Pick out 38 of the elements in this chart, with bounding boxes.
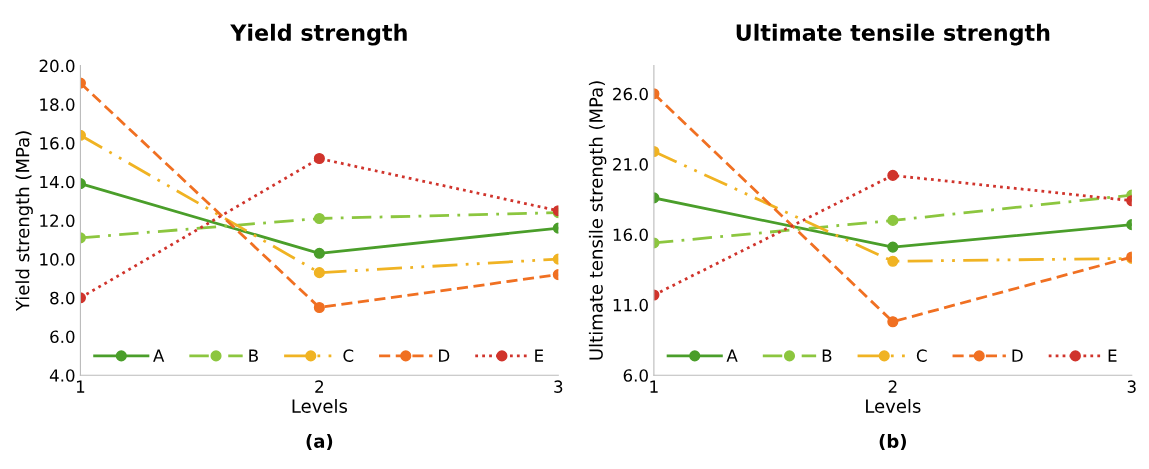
x-tick-label: 1 <box>650 380 658 393</box>
x-tick-label: 2 <box>315 380 323 393</box>
y-tick-label: 18.0 <box>40 98 75 111</box>
y-axis-title: Yield strength (MPa) <box>15 131 33 312</box>
x-tick-label: 1 <box>76 380 85 393</box>
chart-title: Yield strength <box>230 23 407 46</box>
legend-label: D <box>1012 349 1023 362</box>
x-tick-label: 2 <box>888 380 897 393</box>
y-axis-title: Ultimate tensile strength (MPa) <box>588 81 607 360</box>
legend-label: C <box>343 349 354 362</box>
y-tick-label: 26.0 <box>613 87 648 101</box>
y-tick-label: 16.0 <box>40 137 75 150</box>
y-tick-label: 14.0 <box>40 175 75 189</box>
text: (a) <box>306 434 333 451</box>
y-tick-label: 6.0 <box>623 369 648 382</box>
legend-label: D <box>439 349 450 362</box>
y-tick-label: 12.0 <box>40 214 75 227</box>
legend-label: E <box>1108 349 1117 362</box>
x-tick-label: 3 <box>554 380 563 393</box>
y-tick-label: 4.0 <box>49 369 75 382</box>
y-tick-label: 16.0 <box>613 228 648 242</box>
legend-label: A <box>153 349 165 362</box>
legend-label: A <box>726 349 738 362</box>
y-tick-label: 8.0 <box>50 291 75 305</box>
legend-label: E <box>535 349 544 362</box>
x-tick-label: 3 <box>1127 380 1136 393</box>
x-axis-title: Levels <box>292 398 348 413</box>
y-tick-label: 6.0 <box>50 330 75 344</box>
legend-label: B <box>822 349 832 362</box>
legend-label: B <box>249 349 258 362</box>
y-tick-label: 11.0 <box>613 298 648 312</box>
text: (b) <box>879 434 906 451</box>
legend-label: C <box>916 349 927 362</box>
y-tick-label: 20.0 <box>39 59 75 73</box>
chart-title: Ultimate tensile strength <box>736 23 1050 46</box>
y-tick-label: 21.0 <box>613 158 648 171</box>
x-axis-title: Levels <box>866 398 921 413</box>
y-tick-label: 10.0 <box>40 253 75 266</box>
